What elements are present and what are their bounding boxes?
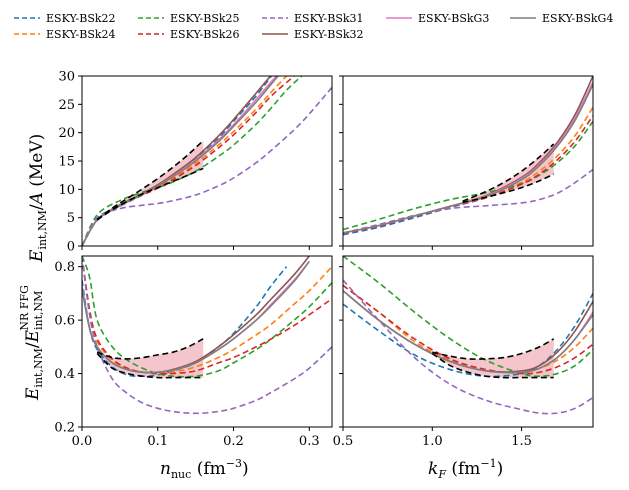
x-axis-label-right: kF (fm−1) bbox=[428, 457, 503, 481]
axes-frame bbox=[342, 255, 594, 428]
constraint-band bbox=[462, 144, 554, 203]
series-line-esky-bsk31 bbox=[82, 86, 332, 246]
series-line-esky-bskg4 bbox=[343, 84, 593, 234]
series-line-esky-bsk22 bbox=[343, 84, 593, 236]
x-tick-label: 1.0 bbox=[422, 434, 443, 449]
series-line-esky-bsk26 bbox=[343, 284, 593, 375]
y-axis-label-top: Eint,NM/A (MeV) bbox=[27, 134, 49, 263]
legend-label: ESKY-BSkG3 bbox=[418, 12, 489, 25]
legend-label: ESKY-BSk32 bbox=[294, 28, 364, 41]
legend-entry: ESKY-BSkG4 bbox=[510, 12, 613, 25]
legend-entry: ESKY-BSk22 bbox=[14, 12, 116, 25]
plot-area bbox=[82, 256, 332, 415]
x-axis-label-left: nnuc (fm−3) bbox=[160, 457, 249, 481]
legend-label: ESKY-BSk25 bbox=[170, 12, 240, 25]
series-line-esky-bsk24 bbox=[343, 284, 593, 374]
axes-frame bbox=[81, 75, 333, 247]
band-lower-edge bbox=[96, 167, 204, 221]
legend-label: ESKY-BSk22 bbox=[46, 12, 116, 25]
legend-entry: ESKY-BSk32 bbox=[262, 28, 364, 41]
y-tick-label: 0 bbox=[67, 240, 75, 255]
series-line-esky-bskg4 bbox=[343, 290, 593, 374]
series-line-esky-bsk31 bbox=[343, 279, 593, 415]
constraint-band bbox=[432, 338, 554, 378]
legend-label: ESKY-BSk31 bbox=[294, 12, 364, 25]
legend-label: ESKY-BSk24 bbox=[46, 28, 116, 41]
legend-entry: ESKY-BSk31 bbox=[262, 12, 364, 25]
y-tick-label: 10 bbox=[58, 183, 75, 198]
panel-top-left: 0 5 10 15 20 25 30 bbox=[58, 70, 333, 255]
series-line-esky-bsk22 bbox=[82, 76, 273, 246]
legend-entry: ESKY-BSk25 bbox=[138, 12, 240, 25]
legend-entry: ESKY-BSkG3 bbox=[386, 12, 489, 25]
x-tick-label: 0.1 bbox=[147, 434, 168, 449]
x-tick-label: 0.2 bbox=[223, 434, 244, 449]
series-line-esky-bsk24 bbox=[343, 106, 593, 235]
panel-bottom-left: 0.0 0.1 0.2 0.3 0.2 0.4 0.6 0.8 bbox=[54, 255, 333, 449]
band-lower-edge bbox=[96, 352, 204, 379]
panel-bottom-right: 0.5 1.0 1.5 bbox=[333, 255, 594, 449]
y-tick-label: 0.4 bbox=[54, 367, 75, 382]
plot-area bbox=[82, 76, 332, 246]
series-line-esky-bsk32 bbox=[82, 76, 272, 246]
y-tick-label: 30 bbox=[58, 70, 75, 85]
band-upper-edge bbox=[462, 143, 555, 202]
band-upper-edge bbox=[96, 140, 204, 221]
legend-label: ESKY-BSk26 bbox=[170, 28, 240, 41]
x-tick-label: 0.0 bbox=[72, 434, 93, 449]
y-tick-label: 5 bbox=[67, 211, 75, 226]
x-tick-label: 1.5 bbox=[511, 434, 532, 449]
series-line-esky-bsk25 bbox=[343, 256, 593, 378]
band-lower-edge bbox=[431, 352, 554, 379]
plot-area bbox=[343, 256, 593, 415]
series-line-esky-bsk24 bbox=[82, 256, 332, 375]
legend-label: ESKY-BSkG4 bbox=[542, 12, 613, 25]
series-line-esky-bsk31 bbox=[82, 256, 332, 415]
y-axis-label-bottom: Eint,NM/Eint,NMNR FFG bbox=[18, 285, 45, 401]
y-tick-label: 0.6 bbox=[54, 314, 75, 329]
y-tick-label: 20 bbox=[58, 126, 75, 141]
series-line-esky-bskg3 bbox=[82, 76, 278, 246]
panel-top-right bbox=[339, 75, 594, 250]
legend-entry: ESKY-BSk26 bbox=[138, 28, 240, 41]
y-tick-label: 0.2 bbox=[54, 421, 75, 436]
series-line-esky-bsk25 bbox=[82, 256, 332, 378]
plot-area bbox=[343, 76, 593, 236]
axes-frame bbox=[342, 75, 594, 247]
y-tick-label: 0.8 bbox=[54, 260, 75, 275]
legend-entry: ESKY-BSk24 bbox=[14, 28, 116, 41]
series-line-esky-bsk32 bbox=[343, 76, 593, 234]
x-tick-label: 0.5 bbox=[333, 434, 354, 449]
series-line-esky-bsk26 bbox=[343, 115, 593, 235]
y-tick-label: 15 bbox=[58, 155, 75, 170]
series-line-esky-bsk22 bbox=[343, 293, 593, 378]
legend: ESKY-BSk22 ESKY-BSk24 ESKY-BSk25 ESKY-BSk26… bbox=[14, 12, 613, 41]
band-upper-edge bbox=[432, 338, 555, 360]
series-line-esky-bsk25 bbox=[343, 120, 593, 231]
y-tick-label: 25 bbox=[58, 98, 75, 113]
series-line-esky-bsk22 bbox=[82, 266, 288, 378]
series-line-esky-bsk31 bbox=[343, 168, 593, 234]
axes-frame bbox=[81, 255, 333, 428]
series-line-esky-bsk26 bbox=[82, 256, 332, 375]
series-line-esky-bsk26 bbox=[82, 76, 295, 246]
x-tick-label: 0.3 bbox=[299, 434, 320, 449]
series-line-esky-bskg4 bbox=[82, 260, 310, 374]
band-lower-edge bbox=[462, 173, 555, 204]
